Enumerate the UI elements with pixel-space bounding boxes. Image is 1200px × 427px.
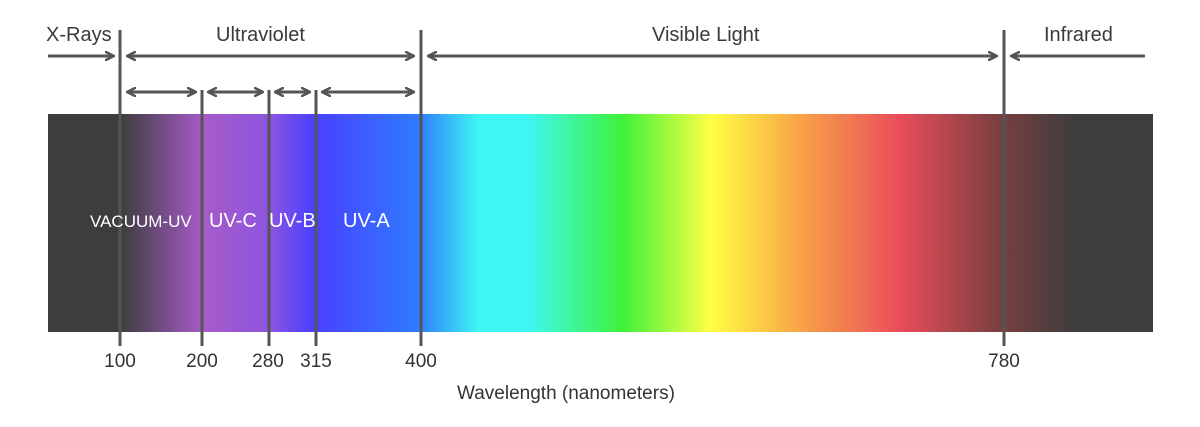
- tick-label: 400: [405, 351, 437, 372]
- boundary-lines: [118, 30, 1006, 346]
- tick-label: 280: [252, 351, 284, 372]
- xrays-label: X-Rays: [46, 24, 112, 46]
- tick-label: 100: [104, 351, 136, 372]
- tick-label: 780: [988, 351, 1020, 372]
- uv-a-label: UV-A: [343, 210, 390, 232]
- spectrum-bar: [48, 114, 1153, 332]
- uv-c-label: UV-C: [209, 210, 257, 232]
- uv-b-label: UV-B: [269, 210, 316, 232]
- ultraviolet-label: Ultraviolet: [216, 24, 305, 46]
- tick-label: 315: [300, 351, 332, 372]
- axis-label: Wavelength (nanometers): [457, 383, 675, 404]
- visible-light-label: Visible Light: [652, 24, 760, 46]
- infrared-label: Infrared: [1044, 24, 1113, 46]
- tick-label: 200: [186, 351, 218, 372]
- vacuum-uv-label: VACUUM-UV: [90, 212, 192, 231]
